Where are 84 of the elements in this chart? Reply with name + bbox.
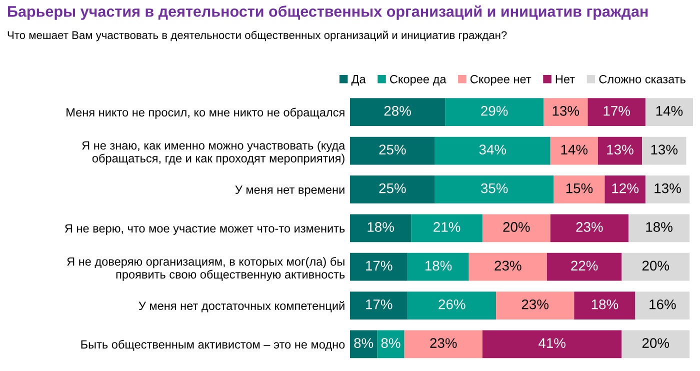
bar: [642, 136, 686, 165]
data-label: 17%: [604, 106, 630, 116]
data-label: 28%: [384, 106, 411, 116]
data-label: 18%: [425, 260, 452, 271]
legend-label: Да: [351, 75, 366, 86]
bar: [574, 292, 636, 320]
data-label: 13%: [607, 144, 634, 155]
bar: [350, 214, 412, 242]
bar: [604, 176, 646, 204]
legend-label: Сложно сказать: [599, 74, 686, 84]
data-label: 13%: [651, 144, 678, 155]
y-tick-label: Меня никто не просил, ко мне никто не обращался: [66, 108, 344, 119]
y-tick-label: У меня нет достаточных компетенций: [138, 301, 344, 312]
data-label: 23%: [494, 260, 522, 271]
bar: [496, 292, 574, 320]
data-label: 21%: [434, 222, 460, 232]
data-label: 23%: [430, 338, 457, 348]
legend-label: Нет: [556, 75, 575, 84]
bar: [588, 98, 646, 126]
bar: [350, 330, 378, 358]
bar: [622, 252, 690, 281]
data-label: 12%: [612, 183, 638, 194]
bar: [445, 98, 544, 126]
bar: [350, 292, 408, 320]
data-label: 14%: [561, 144, 588, 154]
legend-label: Скорее нет: [470, 74, 532, 86]
bar: [622, 330, 690, 358]
data-label: 8%: [354, 338, 374, 348]
data-label: 23%: [576, 222, 603, 232]
data-label: 17%: [366, 300, 392, 310]
y-tick-label: Я не верю, что мое участие может что-то изменить: [64, 224, 345, 235]
data-label: 16%: [650, 299, 676, 310]
chart-title: Барьеры участия в деятельности общественных организаций и инициатив граждан: [8, 5, 648, 20]
y-tick-label: Я не доверяю организациям, в которых мог(ла) бы проявить свою общественную активность: [67, 256, 345, 281]
bar: [377, 330, 404, 358]
bar: [482, 214, 550, 242]
bar: [411, 214, 482, 242]
data-label: 20%: [642, 338, 670, 348]
data-label: 41%: [538, 338, 566, 348]
bar: [546, 252, 622, 281]
data-label: 20%: [503, 222, 530, 232]
data-label: 26%: [438, 299, 466, 310]
bar: [635, 292, 690, 320]
legend-label: Скорее да: [390, 74, 446, 86]
y-tick-label: У меня нет времени: [235, 186, 344, 196]
data-label: 34%: [479, 144, 506, 155]
bar: [434, 176, 554, 204]
bar: [408, 252, 469, 281]
bar: [350, 136, 435, 165]
data-label: 17%: [366, 260, 392, 271]
bar: [404, 330, 482, 358]
bar: [468, 252, 547, 281]
bar: [554, 176, 605, 204]
bar: [598, 136, 642, 165]
data-label: 25%: [379, 183, 406, 194]
data-label: 15%: [566, 183, 593, 194]
data-label: 8%: [381, 338, 400, 348]
bar: [350, 176, 435, 204]
bar: [550, 214, 628, 242]
data-label: 14%: [656, 106, 683, 116]
data-label: 35%: [480, 183, 508, 194]
bar: [434, 136, 550, 165]
bar: [645, 176, 690, 204]
data-label: 13%: [654, 183, 681, 194]
data-label: 20%: [642, 260, 670, 271]
bar: [482, 330, 622, 358]
y-tick-label: Быть общественным активистом – это не модно: [81, 340, 345, 351]
bar: [645, 98, 693, 126]
bar: [350, 98, 446, 126]
data-label: 13%: [552, 106, 580, 116]
text: Что мешает Вам участвовать в деятельности общественных организаций и инициатив граждан?: [8, 30, 507, 42]
bar: [544, 98, 588, 126]
data-label: 22%: [571, 260, 598, 271]
bar: [350, 252, 408, 281]
bar: [550, 136, 598, 165]
data-label: 18%: [368, 222, 394, 232]
data-label: 23%: [522, 299, 548, 310]
data-label: 25%: [379, 144, 406, 155]
y-tick-label: Я не знаю, как именно можно участвовать (куда обращаться, где и как проходят мероприятия): [82, 140, 346, 165]
bar: [408, 292, 496, 320]
data-label: 29%: [481, 106, 508, 116]
data-label: 18%: [646, 222, 672, 232]
bar: [628, 214, 690, 242]
data-label: 18%: [592, 299, 618, 310]
